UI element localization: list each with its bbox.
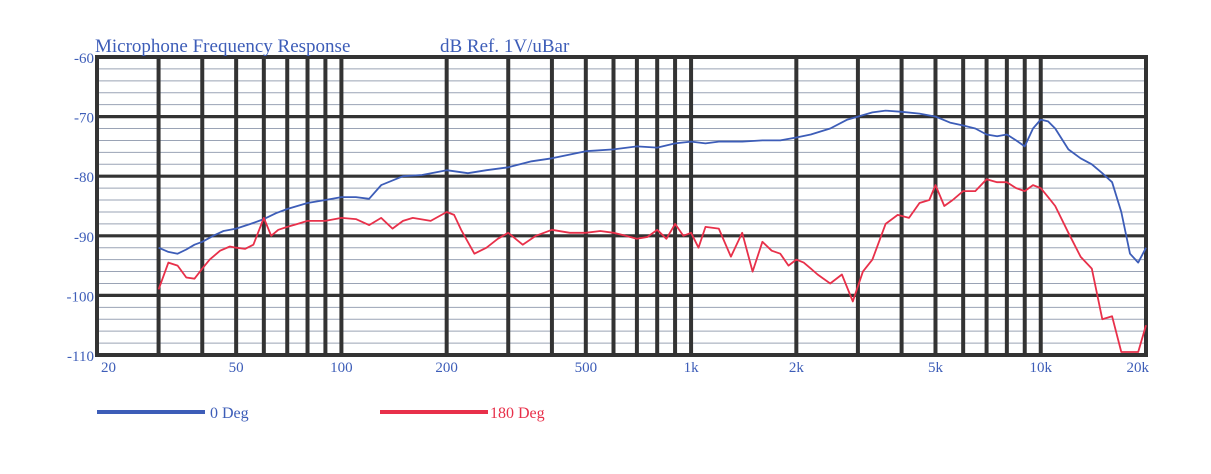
plot-frame (95, 55, 1148, 357)
chart-title: Microphone Frequency Response (95, 36, 350, 57)
series-line-zero-deg (158, 109, 1147, 264)
series-line-one-eighty-deg (157, 178, 1147, 353)
x-tick-label: 500 (575, 360, 598, 376)
legend-label-zero-deg: 0 Deg (210, 405, 249, 422)
x-tick-label: 20 (101, 360, 116, 376)
y-tick-label: -110 (67, 349, 94, 365)
legend: 0 Deg 180 Deg (97, 405, 545, 422)
x-tick-label: 100 (330, 360, 353, 376)
x-tick-label: 200 (435, 360, 458, 376)
y-tick-label: -70 (74, 111, 94, 127)
minor-gridlines (97, 68, 1146, 344)
chart-subtitle: dB Ref. 1V/uBar (440, 36, 570, 57)
y-tick-label: -80 (74, 170, 94, 186)
y-tick-label: -100 (67, 289, 95, 305)
y-tick-label: -60 (74, 51, 94, 67)
x-tick-label: 1k (684, 360, 700, 376)
tick-labels: -60 -70 -80 -90 -100 -110 20 50 100 200 500 1k 2k 5k 1… (67, 51, 1150, 376)
x-tick-label: 50 (229, 360, 244, 376)
legend-label-one-eighty-deg: 180 Deg (490, 405, 545, 422)
series-layer (157, 109, 1147, 353)
x-tick-label: 10k (1029, 360, 1052, 376)
x-tick-label: 2k (789, 360, 805, 376)
major-gridlines (95, 55, 1148, 357)
y-tick-label: -90 (74, 230, 94, 246)
x-tick-label: 20k (1127, 360, 1150, 376)
x-tick-label: 5k (928, 360, 944, 376)
